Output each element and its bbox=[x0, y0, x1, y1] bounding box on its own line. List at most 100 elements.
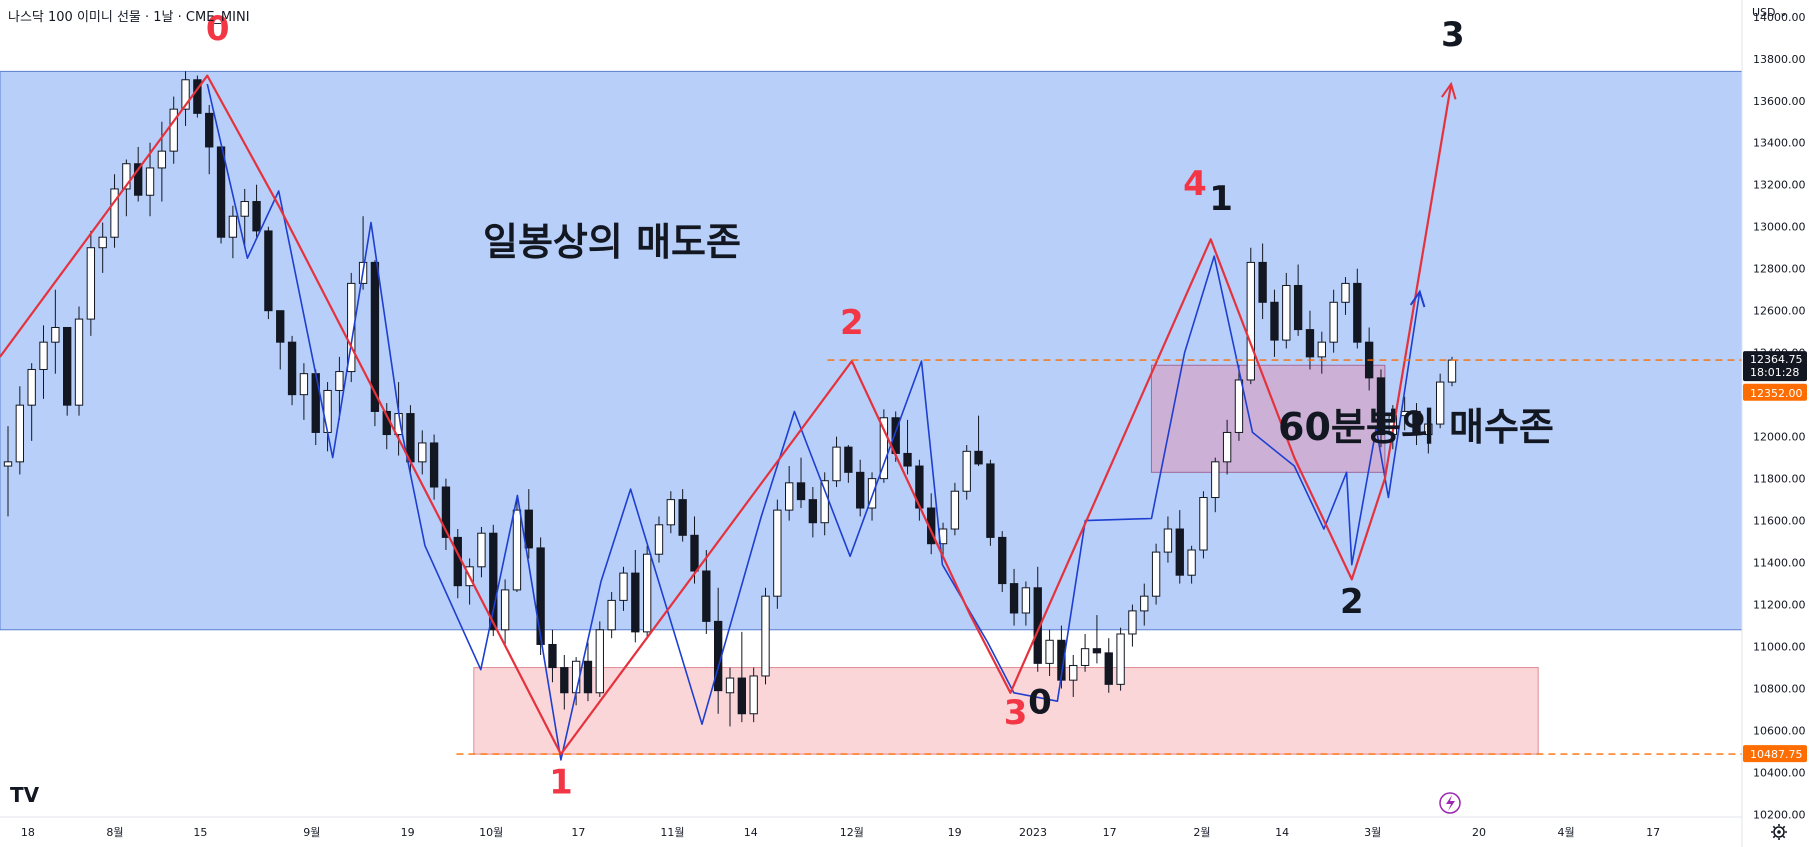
candle-body bbox=[642, 553, 652, 633]
candle-body bbox=[1009, 583, 1019, 614]
candle-body bbox=[1234, 379, 1244, 433]
time-tick-label: 2월 bbox=[1193, 826, 1210, 839]
candle-body bbox=[702, 570, 711, 622]
candle-body bbox=[3, 461, 13, 467]
candle-body bbox=[110, 188, 119, 238]
candle-body bbox=[856, 471, 865, 509]
time-tick-label: 19 bbox=[401, 826, 415, 839]
candle-body bbox=[749, 675, 758, 715]
candle-body bbox=[335, 371, 344, 391]
currency-label: USD bbox=[1752, 6, 1776, 19]
lightning-icon[interactable] bbox=[1439, 792, 1461, 814]
candle-body bbox=[571, 660, 581, 694]
candle-body bbox=[1435, 381, 1445, 425]
candle-body bbox=[1353, 282, 1362, 343]
candle-body bbox=[1163, 528, 1173, 553]
candle-body bbox=[74, 318, 84, 406]
time-axis[interactable]: 18 8월 15 9월 19 10월 17 11월 14 12월 19 2023 17 2월 14 3월 20 4… bbox=[21, 826, 1660, 839]
wave-layer bbox=[0, 74, 1457, 761]
candle-body bbox=[1021, 587, 1031, 614]
wave-count-label: 2 bbox=[1340, 582, 1364, 622]
candle-body bbox=[15, 404, 25, 463]
price-tick-label: 12600.00 bbox=[1753, 305, 1806, 318]
price-tick-label: 13200.00 bbox=[1753, 179, 1806, 192]
candle-body bbox=[962, 450, 971, 492]
candle-body bbox=[560, 667, 569, 694]
candle-body bbox=[240, 201, 249, 217]
candle-body bbox=[1376, 377, 1386, 436]
candle-body bbox=[1270, 301, 1279, 341]
candle-body bbox=[252, 201, 261, 232]
candle-body bbox=[27, 368, 36, 406]
zone-buy bbox=[1150, 364, 1386, 473]
time-tick-label: 2023 bbox=[1019, 826, 1047, 839]
time-tick-label: 8월 bbox=[106, 826, 123, 839]
candle-body bbox=[1447, 359, 1457, 383]
red-wave-arrowhead bbox=[1441, 81, 1457, 100]
symbol-title[interactable]: 나스닥 100 이미니 선물 · 1날 · CME_MINI bbox=[8, 10, 250, 25]
candle-body bbox=[1151, 551, 1161, 597]
time-tick-label: 3월 bbox=[1364, 826, 1381, 839]
candle-body bbox=[1424, 423, 1433, 436]
candle-body bbox=[844, 446, 853, 473]
price-level-text: 12352.00 bbox=[1750, 387, 1803, 400]
candle-body bbox=[264, 230, 273, 312]
candle-body bbox=[145, 167, 155, 196]
candle-body bbox=[500, 589, 510, 631]
candle-body bbox=[98, 236, 107, 249]
candle-body bbox=[1222, 431, 1232, 463]
price-level-text: 10487.75 bbox=[1750, 748, 1803, 761]
svg-text:TV: TV bbox=[10, 783, 40, 807]
time-tick-label: 18 bbox=[21, 826, 35, 839]
wave-count-label: 2 bbox=[840, 303, 864, 343]
candle-body bbox=[276, 310, 285, 343]
price-tick-label: 10400.00 bbox=[1753, 767, 1806, 780]
candle-body bbox=[524, 509, 533, 549]
wave-count-label: 0 bbox=[1028, 683, 1052, 723]
candle-body bbox=[1199, 497, 1208, 551]
time-tick-label: 4월 bbox=[1557, 826, 1574, 839]
candle-body bbox=[216, 146, 226, 238]
candle-body bbox=[725, 677, 735, 694]
price-tick-label: 10600.00 bbox=[1753, 725, 1806, 738]
candle-body bbox=[122, 163, 131, 190]
candle-body bbox=[1069, 664, 1078, 681]
time-tick-label: 17 bbox=[1103, 826, 1117, 839]
candle-body bbox=[1080, 648, 1090, 666]
price-tick-label: 10200.00 bbox=[1753, 809, 1806, 822]
price-axis[interactable]: 10200.00 10400.00 10600.00 10800.00 11000.00… bbox=[1753, 11, 1806, 822]
time-tick-label: 10월 bbox=[479, 826, 503, 839]
settings-gear-icon[interactable] bbox=[1771, 824, 1787, 840]
red-wave-line bbox=[0, 74, 1453, 756]
currency-selector[interactable]: USD ⌄ bbox=[1752, 6, 1788, 19]
candle-body bbox=[134, 163, 143, 196]
tradingview-logo[interactable]: TV bbox=[10, 783, 40, 807]
candle-body bbox=[1293, 284, 1303, 331]
candle-body bbox=[950, 490, 960, 530]
candle-body bbox=[879, 417, 889, 480]
candle-body bbox=[974, 450, 983, 465]
time-tick-label: 11월 bbox=[660, 826, 684, 839]
candle-body bbox=[785, 482, 794, 511]
price-tick-label: 13800.00 bbox=[1753, 53, 1806, 66]
buy-zone-label: 60분봉의 매수존 bbox=[1278, 405, 1554, 449]
time-tick-label: 14 bbox=[1275, 826, 1289, 839]
candle-body bbox=[548, 643, 557, 669]
time-tick-label: 14 bbox=[744, 826, 758, 839]
candle-body bbox=[1246, 261, 1255, 381]
candle-body bbox=[205, 112, 214, 148]
candle-body bbox=[1305, 329, 1315, 358]
candle-body bbox=[1116, 633, 1125, 685]
price-tick-label: 14000.00 bbox=[1753, 11, 1806, 24]
candle-body bbox=[1329, 301, 1338, 343]
candle-body bbox=[666, 499, 675, 526]
candle-body bbox=[1187, 549, 1196, 576]
candle-body bbox=[489, 532, 498, 631]
candle-body bbox=[453, 536, 462, 587]
price-tick-label: 12800.00 bbox=[1753, 263, 1806, 276]
wave-count-label: 1 bbox=[549, 763, 573, 803]
price-tick-label: 12000.00 bbox=[1753, 431, 1806, 444]
